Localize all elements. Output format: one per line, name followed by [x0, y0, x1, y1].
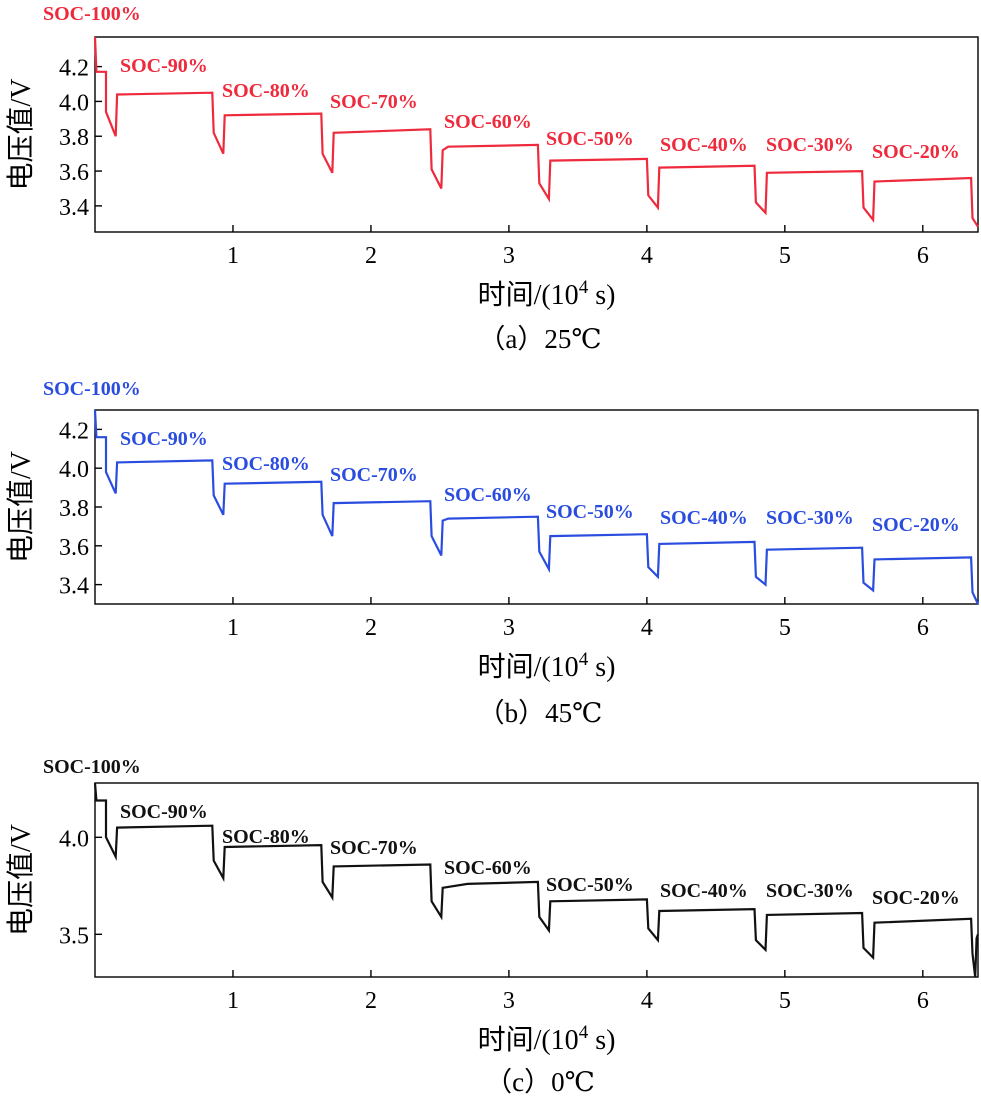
- soc-annotation: SOC-100%: [43, 756, 141, 778]
- x-tick-label: 4: [641, 243, 653, 269]
- y-tick-label: 4.0: [59, 90, 89, 116]
- soc-annotation: SOC-60%: [444, 111, 532, 133]
- plot-frame: [94, 36, 979, 233]
- soc-annotation: SOC-100%: [43, 3, 141, 25]
- x-tick-label: 3: [503, 243, 515, 269]
- soc-annotation: SOC-60%: [444, 484, 532, 506]
- series-line: [93, 36, 979, 228]
- y-tick-label: 3.6: [59, 160, 89, 186]
- soc-annotation: SOC-40%: [660, 507, 748, 529]
- soc-annotation: SOC-20%: [872, 141, 960, 163]
- soc-annotation: SOC-70%: [330, 91, 418, 113]
- y-tick-label: 4.0: [59, 826, 89, 852]
- soc-annotation: SOC-70%: [330, 837, 418, 859]
- soc-annotation: SOC-100%: [43, 378, 141, 400]
- panel-caption: （b）45℃: [478, 698, 603, 728]
- y-tick-label: 4.2: [59, 56, 89, 82]
- soc-annotation: SOC-30%: [766, 134, 854, 156]
- x-tick-label: 1: [227, 615, 239, 641]
- y-tick-label: 4.2: [59, 418, 89, 444]
- x-axis-label-main: 时间/(10: [478, 1024, 579, 1056]
- y-axis-label: 电压值/V: [5, 451, 37, 563]
- soc-annotation: SOC-30%: [766, 507, 854, 529]
- soc-annotation: SOC-30%: [766, 880, 854, 902]
- x-tick-label: 3: [503, 988, 515, 1014]
- x-axis-label: 时间/(104 s): [478, 277, 616, 311]
- x-tick-label: 2: [365, 243, 377, 269]
- x-tick-label: 6: [917, 243, 929, 269]
- x-tick-label: 1: [227, 988, 239, 1014]
- x-axis-label-main: 时间/(10: [478, 651, 579, 683]
- soc-annotation: SOC-80%: [222, 453, 310, 475]
- y-tick-label: 3.4: [59, 574, 89, 600]
- x-axis-label-exponent: 4: [579, 277, 589, 298]
- x-tick-label: 1: [227, 243, 239, 269]
- y-tick-label: 3.5: [59, 923, 89, 949]
- soc-annotation: SOC-70%: [330, 464, 418, 486]
- x-tick-label: 6: [917, 988, 929, 1014]
- plot-frame: [94, 782, 979, 978]
- soc-annotation: SOC-90%: [120, 428, 208, 450]
- soc-annotation: SOC-90%: [120, 55, 208, 77]
- soc-annotation: SOC-20%: [872, 514, 960, 536]
- soc-annotation: SOC-40%: [660, 880, 748, 902]
- y-axis-label: 电压值/V: [5, 78, 37, 190]
- x-axis-label: 时间/(104 s): [478, 649, 616, 683]
- x-axis-label-main: 时间/(10: [478, 279, 579, 311]
- panel-caption: （a）25℃: [478, 324, 601, 354]
- x-tick-label: 4: [641, 615, 653, 641]
- x-tick-label: 5: [779, 615, 791, 641]
- soc-annotation: SOC-50%: [546, 874, 634, 896]
- soc-annotation: SOC-40%: [660, 134, 748, 156]
- x-axis-label-unit: s): [588, 652, 615, 683]
- y-tick-label: 4.0: [59, 457, 89, 483]
- x-axis-label-exponent: 4: [579, 1022, 589, 1043]
- y-axis-label: 电压值/V: [5, 824, 37, 936]
- y-tick-label: 3.8: [59, 496, 89, 522]
- soc-annotation: SOC-80%: [222, 80, 310, 102]
- y-tick-label: 3.8: [59, 125, 89, 151]
- x-axis-label-unit: s): [588, 1025, 615, 1056]
- soc-annotation: SOC-50%: [546, 128, 634, 150]
- x-tick-label: 4: [641, 988, 653, 1014]
- x-tick-label: 3: [503, 615, 515, 641]
- series-line: [93, 782, 980, 978]
- y-tick-label: 3.6: [59, 535, 89, 561]
- x-tick-label: 5: [779, 988, 791, 1014]
- panel-caption: （c）0℃: [485, 1067, 595, 1097]
- soc-annotation: SOC-60%: [444, 857, 532, 879]
- x-axis-label-exponent: 4: [579, 649, 589, 670]
- x-tick-label: 2: [365, 988, 377, 1014]
- soc-annotation: SOC-80%: [222, 826, 310, 848]
- x-axis-label: 时间/(104 s): [478, 1022, 616, 1056]
- y-tick-label: 3.4: [59, 195, 89, 221]
- series-line: [93, 409, 979, 605]
- x-axis-label-unit: s): [588, 280, 615, 311]
- soc-annotation: SOC-20%: [872, 887, 960, 909]
- x-tick-label: 5: [779, 243, 791, 269]
- soc-annotation: SOC-50%: [546, 501, 634, 523]
- x-tick-label: 6: [917, 615, 929, 641]
- soc-annotation: SOC-90%: [120, 801, 208, 823]
- x-tick-label: 2: [365, 615, 377, 641]
